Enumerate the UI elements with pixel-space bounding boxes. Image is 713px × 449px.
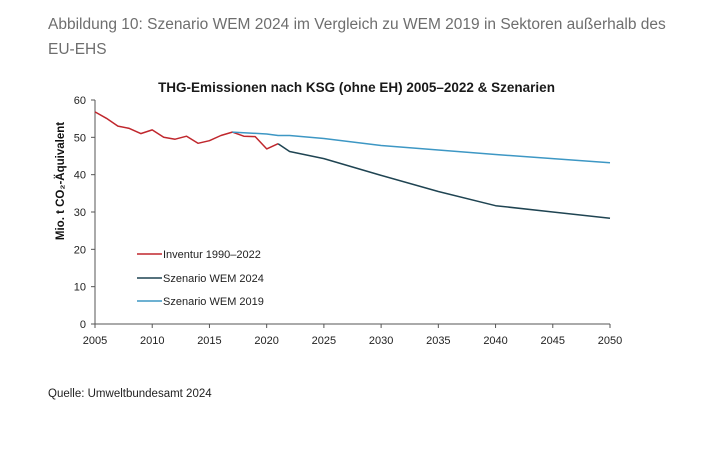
series-line-1 — [94, 111, 279, 150]
x-tick-label: 2005 — [83, 335, 107, 347]
y-tick-label: 0 — [80, 319, 86, 331]
y-tick-label: 20 — [74, 244, 86, 256]
y-tick-label: 50 — [74, 132, 86, 144]
x-tick-label: 2045 — [541, 335, 565, 347]
x-tick-label: 2015 — [197, 335, 221, 347]
chart-title: THG-Emissionen nach KSG (ohne EH) 2005–2… — [158, 80, 555, 95]
x-tick-label: 2030 — [369, 335, 393, 347]
series-line-2 — [277, 143, 611, 220]
source-note: Quelle: Umweltbundesamt 2024 — [48, 388, 212, 400]
legend-label-1: Inventur 1990–2022 — [163, 249, 261, 261]
x-tick-label: 2040 — [483, 335, 507, 347]
y-axis-label: Mio. t CO₂-Äquivalent — [54, 122, 67, 240]
legend-label-2: Szenario WEM 2024 — [163, 273, 264, 285]
chart-legend: Inventur 1990–2022 Szenario WEM 2024 Szena… — [137, 249, 264, 308]
x-tick-label: 2020 — [254, 335, 278, 347]
figure-caption: Abbildung 10: Szenario WEM 2024 im Vergl… — [48, 16, 666, 58]
series-line-3 — [232, 131, 611, 164]
chart-series — [94, 111, 611, 220]
x-tick-label: 2010 — [140, 335, 164, 347]
legend-label-3: Szenario WEM 2019 — [163, 296, 264, 308]
y-tick-label: 30 — [74, 207, 86, 219]
x-tick-label: 2025 — [312, 335, 336, 347]
x-tick-label: 2035 — [426, 335, 450, 347]
y-tick-label: 60 — [74, 95, 86, 107]
y-tick-label: 40 — [74, 170, 86, 182]
y-tick-label: 10 — [74, 282, 86, 294]
x-tick-label: 2050 — [598, 335, 622, 347]
